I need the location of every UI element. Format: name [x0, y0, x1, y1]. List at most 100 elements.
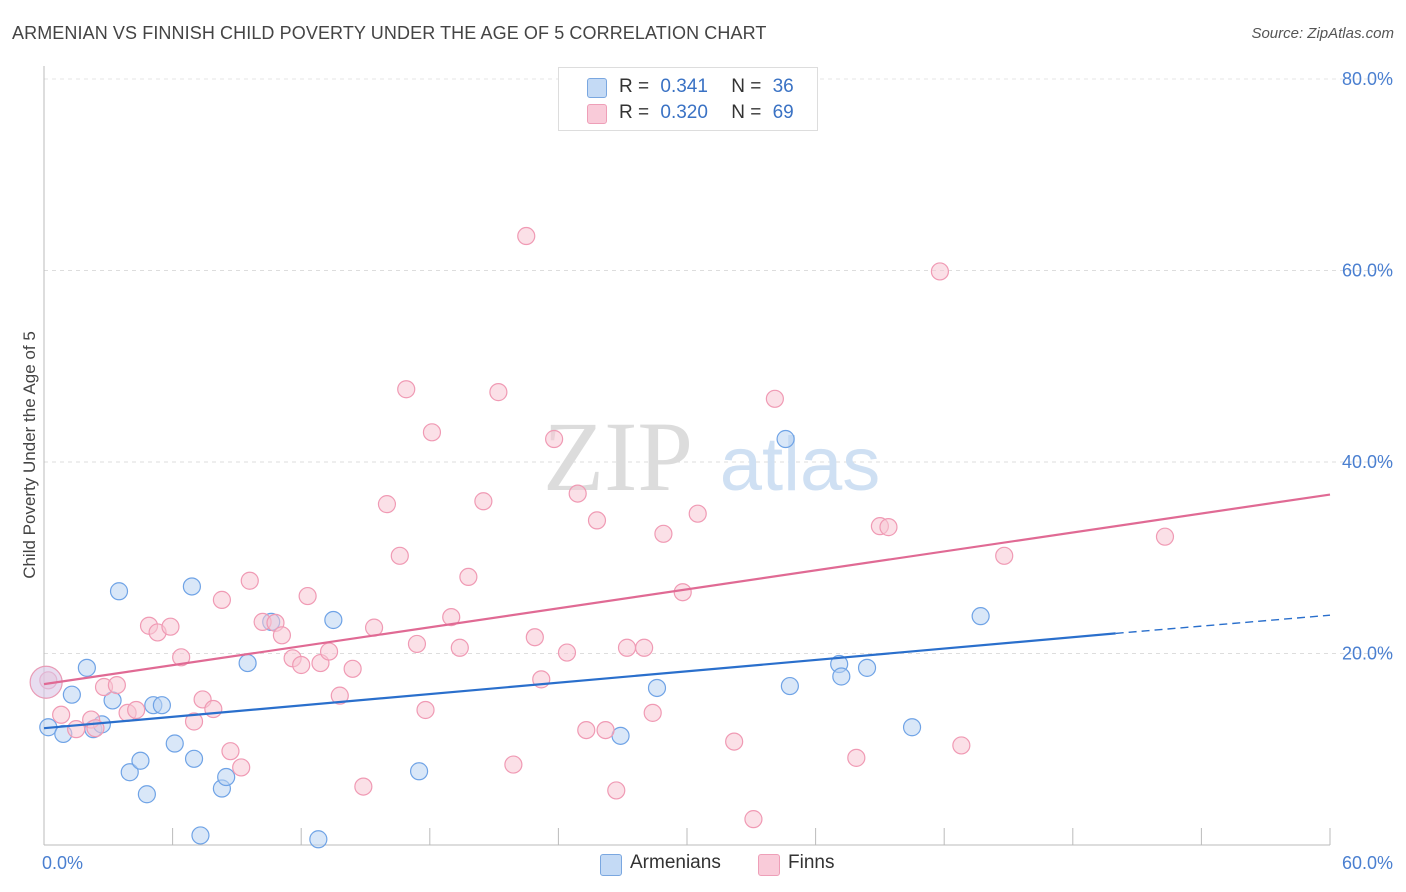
finn-point	[390, 546, 409, 565]
watermark-atlas: atlas	[720, 422, 881, 507]
finn-point	[617, 638, 637, 657]
finn-point	[272, 626, 292, 645]
armenian-point	[309, 830, 328, 849]
finn-point	[1155, 527, 1175, 546]
armenian-point	[832, 667, 851, 686]
finn-point	[489, 383, 508, 402]
armenian-point	[324, 610, 343, 630]
finn-point	[688, 504, 707, 523]
legend-n-value: 69	[772, 102, 794, 123]
armenian-point	[131, 751, 150, 770]
finn-point	[184, 712, 204, 731]
finn-trend-line	[43, 493, 1331, 686]
finn-point	[422, 423, 442, 442]
finn-point	[525, 628, 544, 647]
finn-point	[330, 686, 349, 705]
finn-point	[67, 720, 86, 739]
finn-point	[127, 700, 146, 720]
armenian-point	[109, 582, 129, 601]
stats-legend: R = 0.341 N = 36 R = 0.320 N = 69	[558, 67, 818, 131]
chart-title: ARMENIAN VS FINNISH CHILD POVERTY UNDER …	[12, 23, 767, 43]
legend-n-label: N =	[731, 102, 762, 123]
finn-point	[995, 546, 1014, 565]
finn-point	[343, 659, 362, 678]
finn-point	[635, 638, 654, 657]
x-tick-label: 60.0%	[1342, 853, 1393, 873]
finn-point	[596, 720, 615, 740]
armenian-point	[409, 762, 429, 781]
armenian-point	[780, 676, 799, 696]
legend-swatch-finns	[587, 104, 607, 124]
finn-point	[587, 511, 607, 530]
legend-n-label: N =	[731, 76, 762, 97]
armenian-point	[647, 678, 667, 698]
finn-point	[204, 699, 223, 719]
finn-point	[212, 590, 231, 609]
finn-point	[416, 700, 435, 720]
finn-point	[292, 655, 311, 675]
finn-point	[232, 758, 251, 777]
armenian-point	[857, 658, 877, 677]
trend-lines	[43, 493, 1331, 730]
armenian-point	[137, 785, 156, 804]
armenian-point	[77, 658, 96, 677]
finn-point	[879, 518, 898, 537]
legend-swatch-armenians	[587, 78, 607, 98]
armenian-point	[217, 767, 236, 787]
finn-point	[298, 586, 317, 606]
finn-point	[673, 583, 692, 602]
finn-point	[107, 675, 126, 695]
finn-point	[450, 638, 469, 657]
finn-point	[319, 642, 339, 661]
gridlines	[44, 78, 1392, 654]
finn-point	[221, 742, 240, 761]
finn-point	[172, 648, 191, 667]
finn-point	[52, 705, 71, 724]
y-tick-label: 80.0%	[1342, 69, 1393, 89]
finn-point	[459, 567, 478, 587]
finn-point	[407, 634, 427, 654]
y-tick-label: 60.0%	[1342, 261, 1393, 281]
legend-r-label: R =	[619, 76, 650, 97]
finn-point	[442, 608, 461, 627]
finn-point	[952, 736, 971, 755]
finn-point	[744, 810, 763, 829]
y-tick-label: 20.0%	[1342, 644, 1393, 664]
finn-point	[545, 429, 564, 449]
finn-point	[725, 732, 744, 751]
armenian-point	[182, 577, 201, 596]
data-points	[29, 226, 1175, 849]
finn-point	[161, 617, 180, 636]
armenian-trend-extension	[1115, 614, 1331, 635]
armenian-point	[776, 429, 795, 449]
legend-text-armenians: R = 0.341 N = 36	[619, 76, 794, 98]
watermark-zip: ZIP	[543, 401, 693, 512]
finn-point	[517, 226, 536, 246]
axes	[43, 66, 1331, 846]
armenian-point	[184, 749, 204, 768]
finn-point	[354, 777, 373, 796]
armenian-point	[152, 696, 171, 715]
finn-point	[474, 492, 493, 511]
bottom-legend-label-finns: Finns	[788, 852, 835, 873]
bottom-legend-swatch-finns	[758, 854, 780, 876]
finn-point	[654, 524, 673, 543]
armenian-point	[902, 718, 922, 737]
armenian-trend-line	[43, 632, 1116, 730]
finn-point	[607, 781, 626, 800]
armenian-point	[191, 826, 210, 845]
finn-point	[504, 755, 523, 774]
y-tick-label: 40.0%	[1342, 452, 1393, 472]
finn-point	[240, 571, 259, 590]
watermark: ZIP atlas	[543, 401, 880, 512]
finn-point	[377, 495, 397, 514]
armenian-point	[165, 734, 184, 753]
finn-point	[765, 389, 784, 408]
legend-r-value: 0.320	[660, 102, 708, 123]
armenian-point	[238, 653, 257, 673]
legend-n-value: 36	[772, 76, 794, 97]
finn-point	[557, 643, 577, 662]
finn-point	[568, 484, 587, 503]
tick-labels: 20.0% 40.0% 60.0% 80.0% 0.0% 60.0%	[42, 69, 1393, 873]
